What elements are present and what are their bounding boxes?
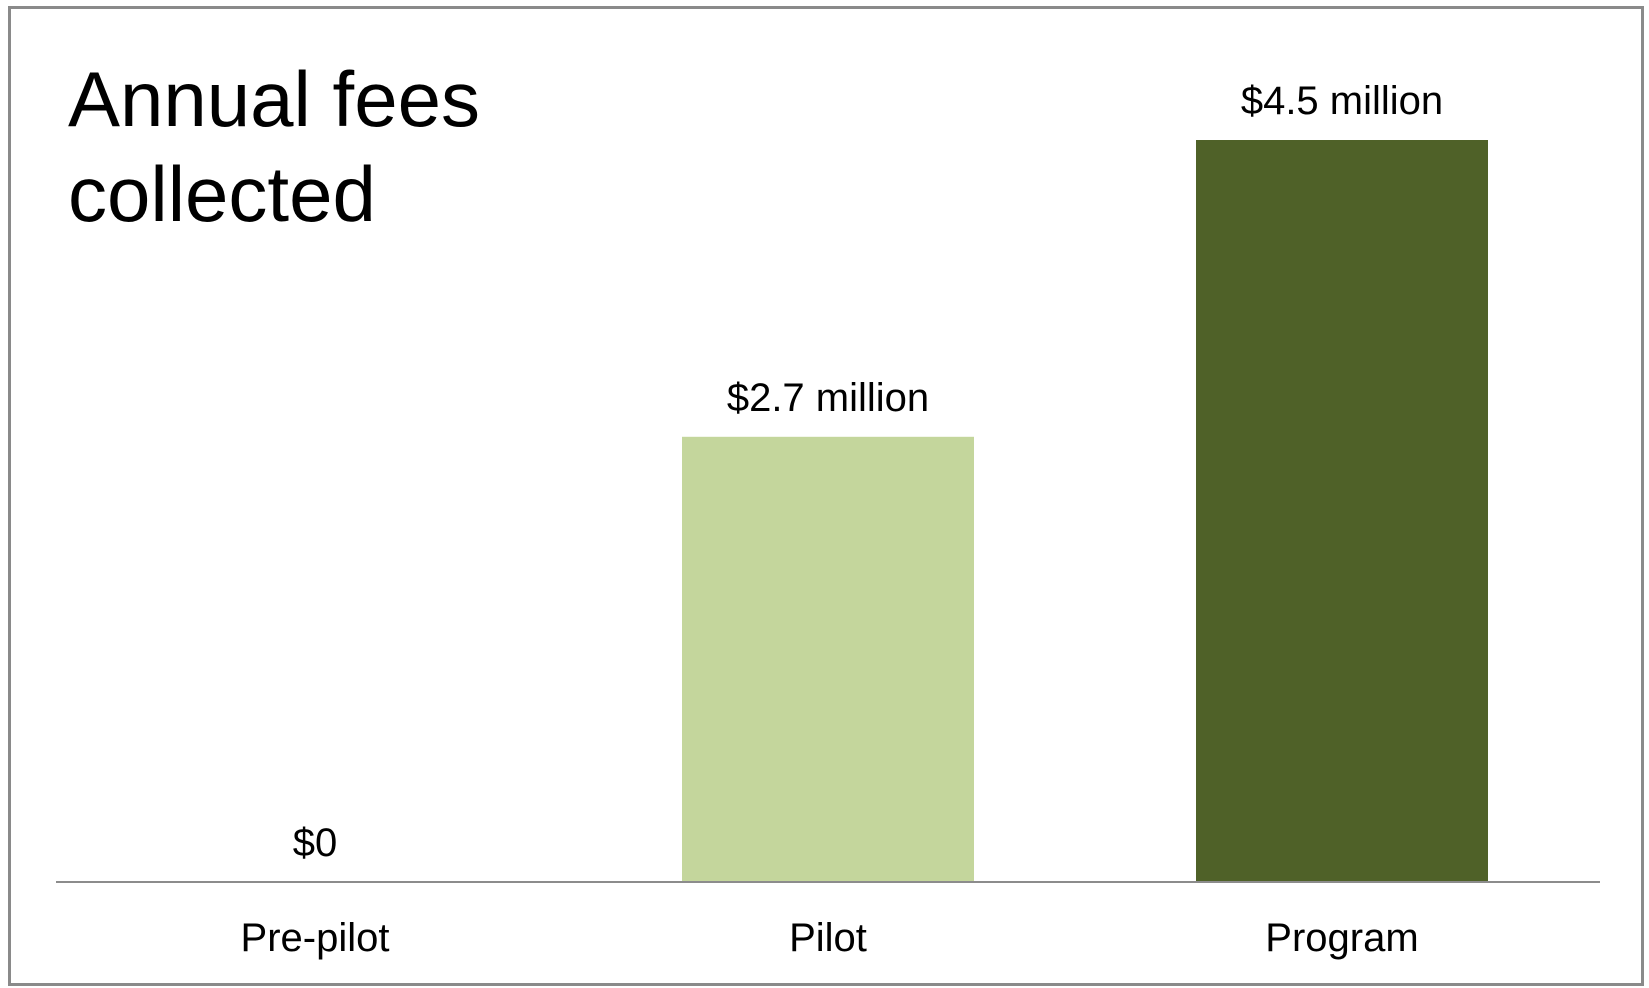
- bars-layer: [682, 140, 1488, 882]
- bar-pilot: [682, 436, 974, 882]
- data-label-pilot: $2.7 million: [727, 376, 929, 420]
- data-label-program: $4.5 million: [1241, 79, 1443, 123]
- bar-program: [1196, 140, 1488, 882]
- x-tick-label-pre-pilot: Pre-pilot: [241, 916, 390, 960]
- labels-layer: $0 Pre-pilot $2.7 million Pilot $4.5 million…: [241, 79, 1444, 960]
- x-tick-label-pilot: Pilot: [789, 916, 867, 960]
- x-tick-label-program: Program: [1265, 916, 1418, 960]
- chart-title: Annual fees collected: [68, 55, 480, 238]
- data-label-pre-pilot: $0: [293, 821, 338, 865]
